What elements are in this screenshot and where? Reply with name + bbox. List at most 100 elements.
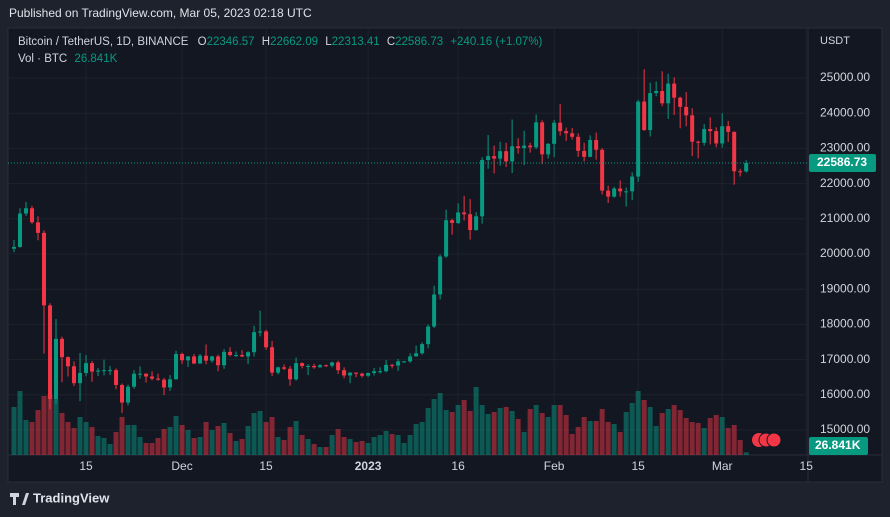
candle-body — [744, 162, 749, 172]
volume-bar — [491, 412, 497, 455]
candle-body — [360, 373, 365, 376]
volume-bar — [695, 423, 701, 455]
candle-body — [342, 370, 347, 376]
volume-bar — [125, 425, 131, 455]
volume-bar — [269, 417, 275, 455]
volume-bar — [503, 407, 509, 455]
candle-body — [90, 363, 95, 372]
volume-bar — [521, 432, 527, 455]
volume-bar — [677, 410, 683, 455]
volume-bar — [35, 410, 41, 455]
candle-body — [150, 376, 155, 379]
candle-body — [582, 150, 587, 157]
candle-body — [456, 212, 461, 224]
candle-body — [234, 355, 239, 357]
volume-bar — [83, 422, 89, 455]
candle-body — [282, 367, 287, 369]
volume-bar — [329, 435, 335, 455]
volume-bar — [401, 443, 407, 455]
volume-bar — [689, 422, 695, 455]
candle-body — [414, 353, 419, 357]
candle-body — [486, 156, 491, 161]
volume-bar — [431, 399, 437, 455]
candle-body — [534, 122, 539, 148]
x-tick-label: 15 — [800, 459, 814, 473]
volume-bar — [719, 417, 725, 455]
candle-body — [156, 378, 161, 380]
volume-bar — [599, 409, 605, 455]
candle-body — [270, 347, 275, 373]
volume-bar — [113, 432, 119, 455]
volume-bar — [713, 415, 719, 455]
volume-bar — [539, 413, 545, 455]
volume-bar — [365, 443, 371, 455]
y-tick-label: 23000.00 — [820, 141, 870, 155]
volume-bar — [341, 437, 347, 455]
candle-body — [480, 160, 485, 217]
volume-bar — [443, 410, 449, 455]
volume-title: Vol · BTC — [18, 53, 67, 65]
candle-body — [300, 363, 305, 366]
volume-bar — [23, 420, 29, 455]
axis-labels: 15000.00 16000.00 17000.00 18000.00 19000.00… — [79, 70, 870, 473]
candle-body — [354, 372, 359, 374]
candle-body — [372, 371, 377, 373]
y-tick-label: 21000.00 — [820, 211, 870, 225]
y-tick-label: 25000.00 — [820, 70, 870, 84]
candle-body — [702, 129, 707, 143]
volume-bar — [257, 411, 263, 455]
candle-body — [540, 122, 545, 155]
volume-bar — [407, 435, 413, 455]
low-value: 22313.41 — [332, 36, 380, 48]
y-tick-label: 15000.00 — [820, 422, 870, 436]
volume-bar — [665, 409, 671, 455]
candle-body — [228, 351, 233, 356]
volume-bar — [47, 395, 53, 455]
candle-body — [48, 305, 53, 400]
candle-body — [498, 151, 503, 159]
candle-body — [690, 115, 695, 142]
candle-body — [204, 355, 209, 361]
volume-bar — [449, 412, 455, 455]
close-value: 22586.73 — [395, 36, 443, 48]
volume-bar — [605, 422, 611, 455]
x-tick-label: 15 — [259, 459, 273, 473]
x-tick-label: 15 — [79, 459, 93, 473]
candle-body — [516, 146, 521, 149]
legend-header: Bitcoin / TetherUS, 1D, BINANCE O22346.5… — [18, 36, 543, 48]
candle-body — [102, 370, 107, 372]
volume-bar — [569, 434, 575, 455]
volume-bar — [89, 427, 95, 455]
candle-body — [576, 136, 581, 151]
volume-bar — [557, 405, 563, 455]
candle-body — [600, 149, 605, 191]
volume-bar — [161, 429, 167, 455]
volume-bar — [239, 439, 245, 455]
candle-body — [492, 156, 497, 159]
candle-body — [36, 222, 41, 233]
candle-body — [462, 212, 467, 215]
volume-bar — [179, 425, 185, 455]
volume-bar — [461, 400, 467, 455]
open-label: O — [198, 36, 207, 48]
candle-body — [438, 256, 443, 295]
candle-body — [18, 213, 23, 247]
volume-bar — [659, 413, 665, 455]
candle-body — [138, 373, 143, 375]
volume-bar — [137, 437, 143, 455]
candle-body — [468, 214, 473, 231]
volume-bar — [209, 430, 215, 455]
volume-bar — [683, 418, 689, 455]
candles — [12, 69, 749, 414]
change: +240.16 (+1.07%) — [450, 36, 542, 48]
high-label: H — [262, 36, 270, 48]
published-note: Published on TradingView.com, Mar 05, 20… — [9, 6, 312, 20]
candle-body — [660, 91, 665, 104]
candle-body — [384, 364, 389, 372]
volume-box — [809, 437, 868, 455]
candle-body — [666, 83, 671, 104]
volume-bar — [95, 436, 101, 455]
volume-bar — [455, 405, 461, 455]
volume-bar — [413, 424, 419, 455]
y-tick-label: 18000.00 — [820, 317, 870, 331]
